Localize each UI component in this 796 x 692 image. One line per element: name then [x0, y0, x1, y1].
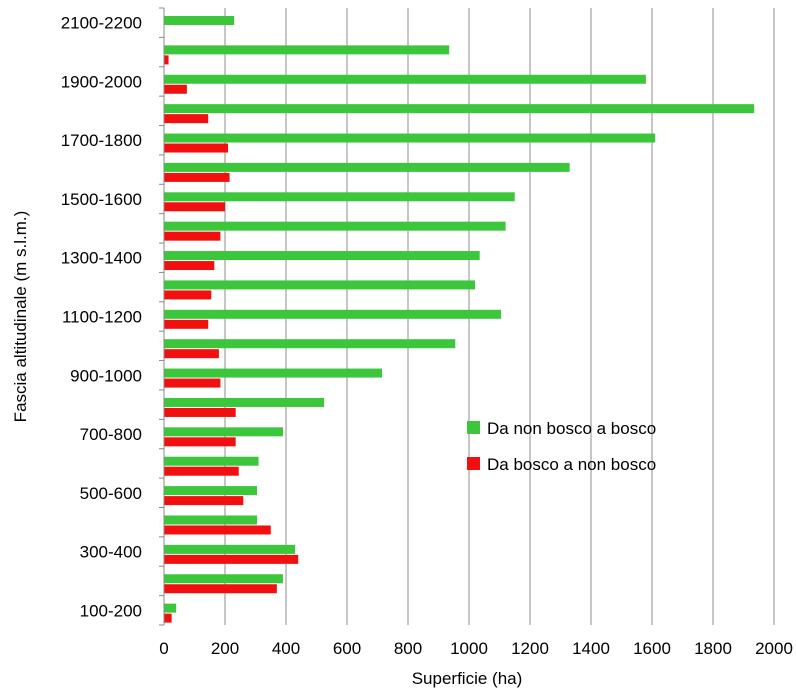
- bar-non-bosco-a-bosco-1500-1600: [164, 192, 515, 202]
- bar-non-bosco-a-bosco-300-400: [164, 544, 296, 554]
- bar-non-bosco-a-bosco-1000-1100: [164, 339, 456, 349]
- x-tick-label: 1400: [572, 639, 610, 658]
- y-tick-label: 1700-1800: [61, 131, 142, 150]
- bar-bosco-a-non-bosco-1100-1200: [164, 319, 209, 329]
- y-tick-label: 1300-1400: [61, 249, 142, 268]
- bar-non-bosco-a-bosco-2100-2200: [164, 16, 235, 25]
- bar-non-bosco-a-bosco-2000-2100: [164, 45, 450, 55]
- x-tick-label: 800: [394, 639, 422, 658]
- y-tick-label: 1100-1200: [62, 308, 142, 327]
- bar-bosco-a-non-bosco-300-400: [164, 554, 299, 564]
- y-axis-tick-labels: 100-200 300-400 500-600 700-800 900-1000 1100…: [61, 14, 142, 621]
- bar-bosco-a-non-bosco-900-1000: [164, 378, 221, 388]
- bar-non-bosco-a-bosco-1100-1200: [164, 309, 502, 319]
- y-tick-label: 900-1000: [70, 366, 142, 385]
- bar-bosco-a-non-bosco-1600-1700: [164, 172, 230, 182]
- x-axis-tick-labels: 0 200 400 600 800 1000 1200 1400 1600 1800 2000: [159, 639, 793, 658]
- y-axis-tick-marks: [159, 7, 164, 626]
- bar-non-bosco-a-bosco-200-300: [164, 574, 283, 584]
- bar-non-bosco-a-bosco-700-800: [164, 427, 283, 437]
- bar-bosco-a-non-bosco-600-700: [164, 466, 239, 476]
- bar-bosco-a-non-bosco-1300-1400: [164, 261, 215, 271]
- y-tick-label: 100-200: [80, 601, 142, 620]
- bar-bosco-a-non-bosco-1800-1900: [164, 114, 209, 124]
- legend-swatch-red: [467, 457, 480, 470]
- legend-swatch-green: [467, 421, 480, 434]
- bar-non-bosco-a-bosco-100-200: [164, 603, 177, 613]
- bar-non-bosco-a-bosco-1400-1500: [164, 221, 506, 231]
- bar-bosco-a-non-bosco-800-900: [164, 407, 236, 417]
- x-tick-label: 0: [159, 639, 168, 658]
- bar-bosco-a-non-bosco-1200-1300: [164, 290, 212, 300]
- x-tick-label: 1800: [694, 639, 732, 658]
- bar-non-bosco-a-bosco-400-500: [164, 515, 258, 525]
- y-tick-label: 2100-2200: [61, 14, 142, 33]
- bars: [164, 16, 755, 623]
- y-axis-title: Fascia altitudinale (m s.l.m.): [11, 211, 30, 423]
- bar-bosco-a-non-bosco-700-800: [164, 437, 236, 447]
- bar-bosco-a-non-bosco-2000-2100: [164, 55, 169, 65]
- bar-non-bosco-a-bosco-500-600: [164, 486, 258, 496]
- bar-non-bosco-a-bosco-900-1000: [164, 368, 383, 378]
- x-axis-title: Superficie (ha): [412, 669, 523, 688]
- bar-bosco-a-non-bosco-1900-2000: [164, 84, 187, 94]
- y-tick-label: 1900-2000: [61, 72, 142, 91]
- legend: Da non bosco a bosco Da bosco a non bosc…: [467, 419, 656, 474]
- bar-bosco-a-non-bosco-1400-1500: [164, 231, 221, 241]
- bar-non-bosco-a-bosco-600-700: [164, 456, 259, 466]
- bar-non-bosco-a-bosco-1300-1400: [164, 251, 480, 261]
- bar-bosco-a-non-bosco-400-500: [164, 525, 271, 535]
- bar-non-bosco-a-bosco-1800-1900: [164, 104, 755, 114]
- legend-label-green: Da non bosco a bosco: [487, 419, 656, 438]
- bar-bosco-a-non-bosco-500-600: [164, 496, 244, 506]
- legend-label-red: Da bosco a non bosco: [487, 455, 656, 474]
- x-tick-label: 1200: [511, 639, 549, 658]
- y-tick-label: 700-800: [80, 425, 142, 444]
- bar-bosco-a-non-bosco-100-200: [164, 613, 172, 623]
- y-tick-label: 500-600: [80, 484, 142, 503]
- bar-non-bosco-a-bosco-1700-1800: [164, 133, 656, 143]
- y-tick-label: 1500-1600: [61, 190, 142, 209]
- bar-bosco-a-non-bosco-200-300: [164, 584, 277, 594]
- x-tick-label: 1600: [633, 639, 671, 658]
- x-tick-label: 2000: [755, 639, 793, 658]
- bar-non-bosco-a-bosco-1200-1300: [164, 280, 476, 290]
- x-tick-label: 600: [333, 639, 361, 658]
- bar-bosco-a-non-bosco-1000-1100: [164, 349, 219, 359]
- bar-bosco-a-non-bosco-1500-1600: [164, 202, 225, 212]
- bar-bosco-a-non-bosco-1700-1800: [164, 143, 229, 153]
- x-tick-label: 1000: [450, 639, 488, 658]
- bar-non-bosco-a-bosco-800-900: [164, 397, 325, 407]
- bar-non-bosco-a-bosco-1600-1700: [164, 162, 570, 172]
- y-tick-label: 300-400: [80, 543, 142, 562]
- x-tick-label: 400: [272, 639, 300, 658]
- bar-non-bosco-a-bosco-1900-2000: [164, 74, 646, 84]
- x-tick-label: 200: [211, 639, 239, 658]
